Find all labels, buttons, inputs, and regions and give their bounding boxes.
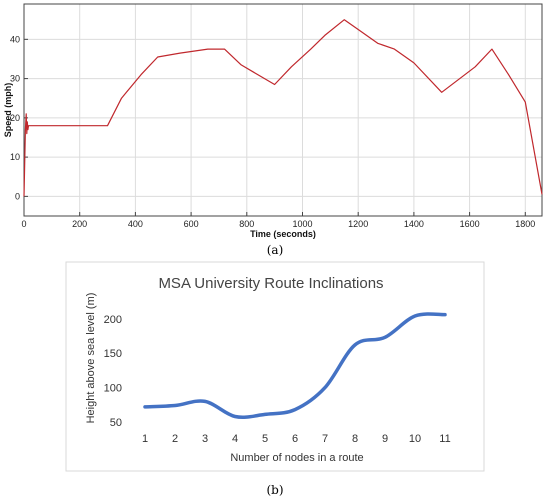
chart-a-x-label: Time (seconds)	[250, 229, 316, 239]
chart-b-x-ticks: 1 2 3 4 5 6 7 8 9 10 11	[142, 433, 451, 445]
chart-b-x-tick-label: 10	[409, 433, 421, 445]
chart-a-plot-border	[23, 3, 543, 217]
chart-b-y-tick-label: 200	[104, 314, 122, 326]
chart-a-panel-label: (a)	[267, 243, 284, 257]
speed-time-chart: 0 200 400 600 800 1000 1200 1400 1600 1800 0 10 20 3…	[3, 3, 543, 257]
chart-a-x-tick-label: 1400	[404, 219, 424, 229]
chart-a-x-tick-label: 1200	[348, 219, 368, 229]
chart-b-frame	[65, 261, 485, 472]
chart-b-panel-label: (b)	[266, 483, 283, 497]
chart-a-y-tick-label: 10	[10, 152, 20, 162]
chart-a-grid	[23, 4, 542, 216]
chart-b-x-tick-label: 5	[262, 433, 268, 445]
chart-b-x-tick-label: 8	[352, 433, 358, 445]
chart-a-x-tick-label: 1800	[515, 219, 535, 229]
chart-b-x-tick-label: 11	[439, 433, 450, 445]
chart-a-x-tick-label: 0	[21, 219, 26, 229]
chart-a-y-label: Speed (mph)	[3, 83, 13, 138]
chart-a-speed-line	[23, 19, 543, 197]
chart-a-y-tick-label: 20	[10, 113, 20, 123]
chart-b-series	[143, 312, 447, 420]
chart-b-x-label: Number of nodes in a route	[230, 452, 363, 464]
chart-b-x-tick-label: 2	[172, 433, 178, 445]
chart-b-y-tick-label: 50	[110, 417, 122, 429]
chart-a-y-tick-label: 30	[10, 74, 20, 84]
chart-b-y-ticks: 50 100 150 200	[104, 314, 122, 429]
chart-b-x-tick-label: 6	[292, 433, 298, 445]
chart-b-x-tick-label: 1	[142, 433, 148, 445]
chart-b-x-tick-label: 4	[232, 433, 238, 445]
chart-a-x-tick-label: 1000	[292, 219, 312, 229]
chart-b-x-tick-label: 9	[382, 433, 388, 445]
chart-a-x-tick-label: 200	[72, 219, 87, 229]
chart-b-y-tick-label: 150	[104, 348, 122, 360]
chart-b-y-label: Height above sea level (m)	[85, 293, 97, 424]
chart-a-x-tick-label: 400	[128, 219, 143, 229]
chart-a-x-tick-label: 800	[239, 219, 254, 229]
chart-b-title: MSA University Route Inclinations	[158, 275, 383, 292]
chart-a-x-ticks: 0 200 400 600 800 1000 1200 1400 1600 1800	[21, 212, 535, 229]
chart-a-y-tick-label: 40	[10, 34, 20, 44]
chart-a-series	[23, 19, 543, 197]
chart-b-height-line	[143, 312, 447, 420]
chart-b-y-tick-label: 100	[104, 383, 122, 395]
chart-b-x-tick-label: 3	[202, 433, 208, 445]
chart-a-y-tick-label: 0	[15, 191, 20, 201]
chart-b-x-tick-label: 7	[322, 433, 328, 445]
chart-a-x-tick-label: 600	[184, 219, 199, 229]
chart-a-x-tick-label: 1600	[460, 219, 480, 229]
